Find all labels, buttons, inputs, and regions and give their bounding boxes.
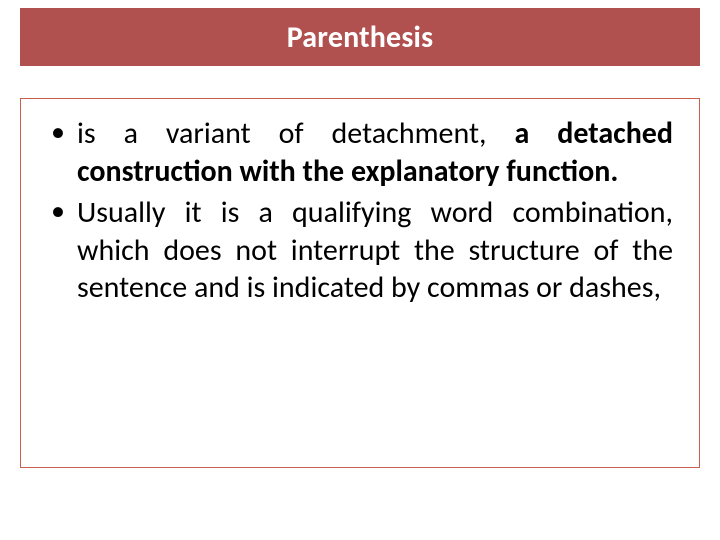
title-text: Parenthesis	[287, 19, 434, 56]
bullet-text-segment: is a variant of detachment,	[77, 115, 514, 152]
bullet-item: Usually it is a qualifying word combinat…	[47, 194, 673, 307]
bullet-list: is a variant of detachment, a detached c…	[47, 115, 673, 307]
content-box: is a variant of detachment, a detached c…	[20, 98, 700, 468]
bullet-text-segment: Usually it is a qualifying word combinat…	[77, 194, 673, 306]
bullet-item: is a variant of detachment, a detached c…	[47, 115, 673, 190]
slide: Parenthesis is a variant of detachment, …	[0, 0, 720, 540]
title-bar: Parenthesis	[20, 8, 700, 66]
